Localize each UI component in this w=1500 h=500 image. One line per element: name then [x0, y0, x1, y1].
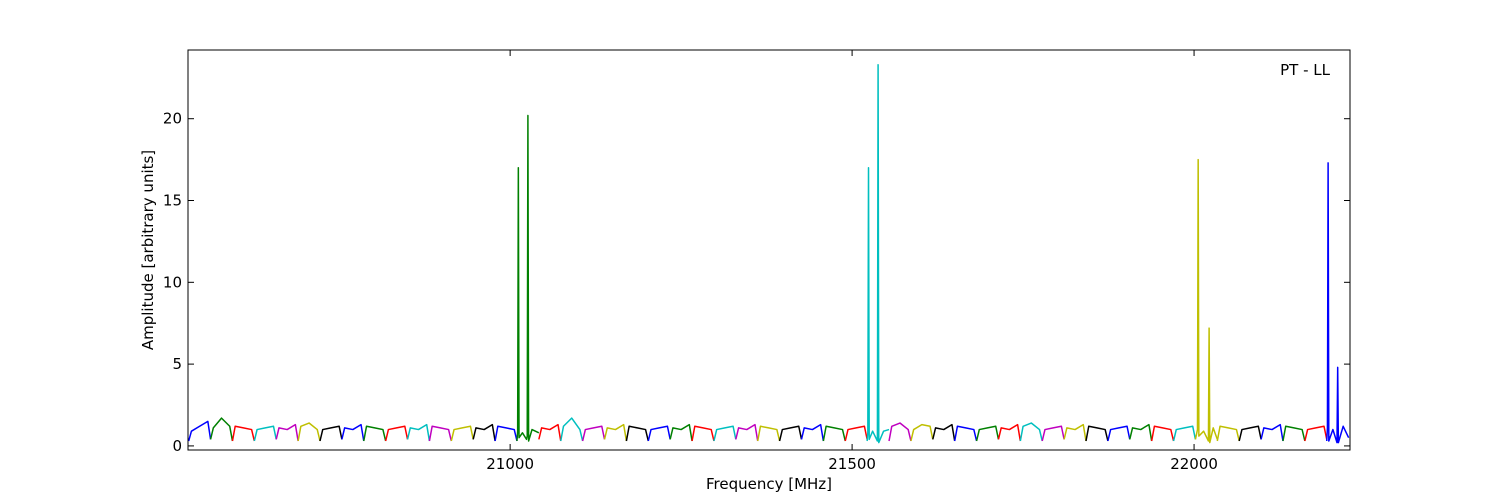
plot-frame [187, 49, 1351, 451]
spectrum-segment [428, 425, 453, 442]
spectrum-segment [1063, 423, 1087, 442]
x-tick-label: 22000 [1170, 455, 1218, 473]
spectrum-segment [1216, 425, 1240, 442]
spectrum-segment [275, 423, 299, 442]
spectrum-segment [1260, 423, 1284, 442]
x-axis-label: Frequency [MHz] [706, 475, 832, 493]
x-tick-label: 21500 [828, 455, 876, 473]
y-tick-label: 15 [163, 192, 182, 210]
spectrum-segment [713, 425, 737, 442]
spectrum-segment [538, 423, 562, 442]
spectrum-segment [1194, 158, 1219, 444]
spectrum-segment [1129, 423, 1153, 442]
spectrum-segment [866, 63, 890, 444]
spectrum-segment [888, 422, 912, 442]
spectrum-segment [494, 425, 518, 442]
spectrum-segment [778, 425, 803, 442]
spectrum-segment [735, 423, 759, 442]
x-tick-label: 21000 [486, 455, 534, 473]
spectrum-segment [209, 417, 234, 442]
spectrum-segment [1172, 425, 1197, 442]
spectrum-segment [1019, 422, 1043, 442]
annotation: PT - LL [1280, 61, 1331, 79]
spectrum-segment [603, 423, 628, 442]
spectrum-segment [581, 425, 606, 442]
y-tick-label: 5 [172, 355, 182, 373]
spectrum-segment [910, 423, 934, 442]
spectrum-segment [1282, 425, 1306, 442]
spectrum-segment [516, 114, 540, 442]
spectrum-segment [560, 417, 584, 442]
y-tick-label: 10 [163, 273, 182, 291]
spectrum-segment [1150, 425, 1175, 442]
y-tick-label: 20 [163, 110, 182, 128]
spectrum-segment [187, 420, 212, 442]
spectrum-segment [625, 425, 650, 442]
spectrum-segment [647, 425, 671, 442]
spectrum-segment [1238, 425, 1262, 442]
spectrum-segment [844, 425, 868, 442]
spectrum-segment [450, 425, 474, 442]
spectrum-segment [319, 425, 343, 442]
spectrum-segment [669, 423, 693, 442]
spectrum-segment [1304, 425, 1328, 442]
spectrum-segment [975, 425, 1000, 442]
spectrum-segment [297, 422, 321, 442]
spectrum-segment [932, 423, 956, 442]
spectrum-segment [384, 425, 409, 442]
spectrum-segment [406, 423, 431, 442]
spectrum-segment [997, 423, 1022, 442]
spectrum-segment [253, 425, 277, 442]
spectrum-segment [1041, 425, 1065, 442]
spectrum-segment [756, 425, 781, 442]
spectrum-segment [472, 423, 496, 442]
spectrum-segment [1085, 425, 1109, 442]
y-axis-label: Amplitude [arbitrary units] [139, 150, 157, 350]
spectrum-segment [1107, 425, 1131, 442]
spectrum-segment [800, 423, 825, 442]
spectrum-segment [691, 425, 715, 442]
spectrum-segment [363, 425, 387, 442]
spectrum-segment [341, 423, 365, 442]
spectrum-segment [822, 425, 846, 442]
spectrum-segment [1326, 162, 1350, 444]
y-tick-label: 0 [172, 437, 182, 455]
spectrum-segment [953, 425, 978, 442]
spectrum-segment [231, 425, 256, 442]
